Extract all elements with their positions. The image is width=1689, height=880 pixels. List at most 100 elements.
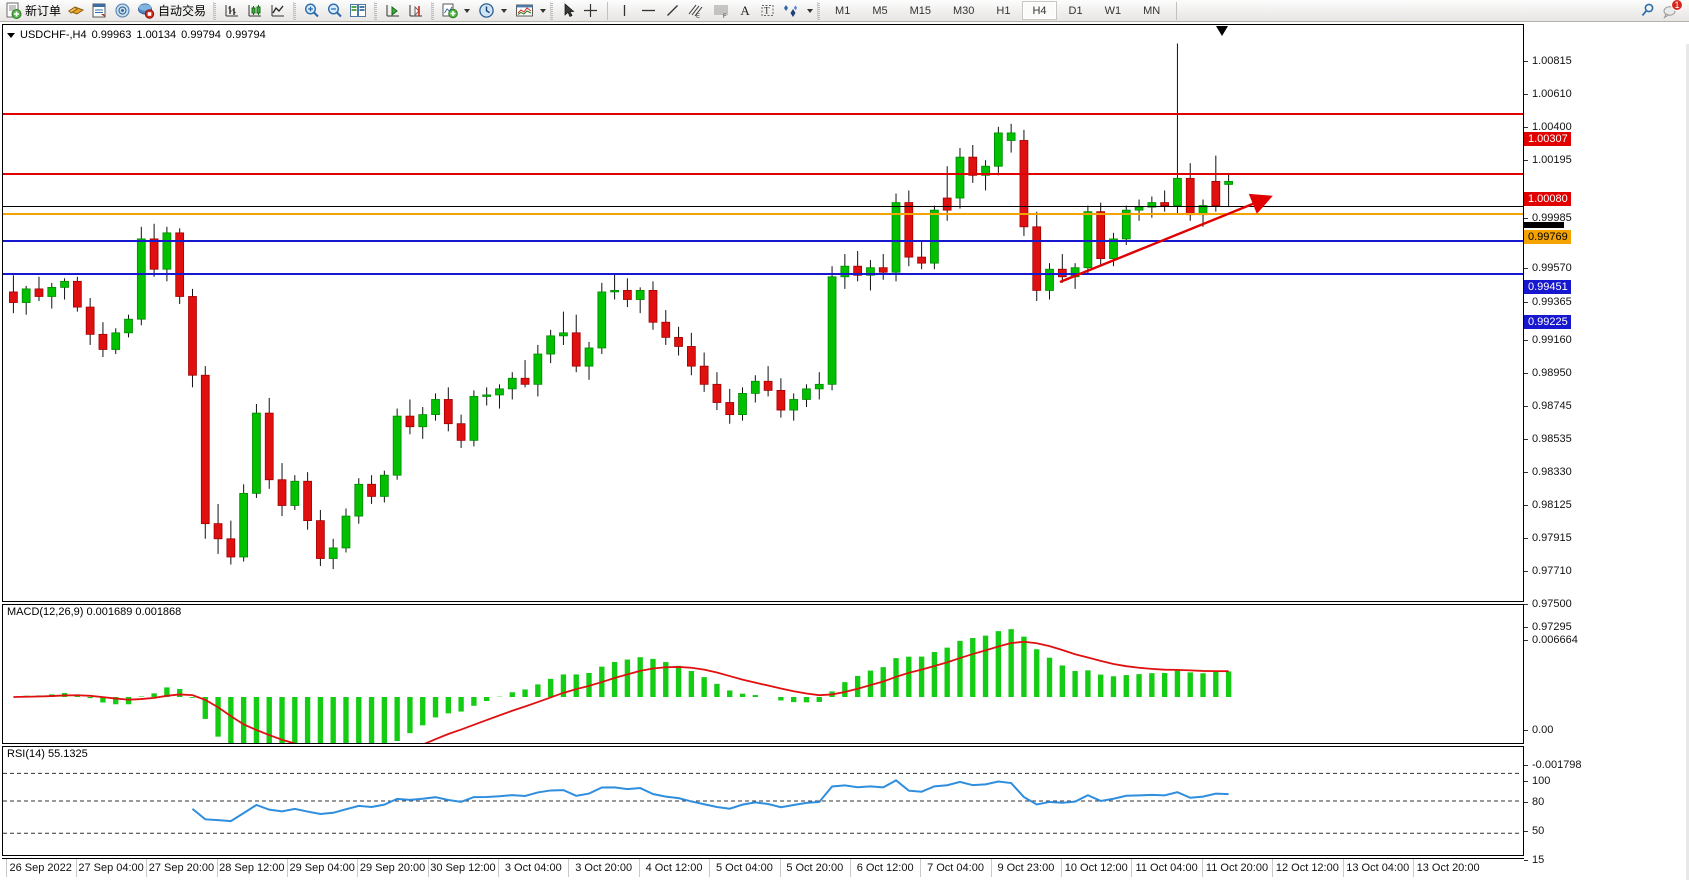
line-chart-button[interactable] [267,1,288,21]
toolbar-divider-2 [1176,1,1178,20]
indicators-button[interactable] [439,1,460,21]
time-axis-label: 11 Oct 04:00 [1135,862,1198,874]
rsi-panel[interactable]: RSI(14) 55.1325 [2,746,1524,856]
new-order-label: 新订单 [25,4,62,18]
bullish-arrow-annotation[interactable] [3,25,1523,601]
vertical-line-button[interactable] [614,1,635,21]
level-line-resistance-1[interactable] [3,113,1523,115]
crosshair-icon [584,4,598,17]
text-label-button[interactable]: T [757,1,778,21]
text-button[interactable]: A [735,1,755,21]
price-tick: 0.99985 [1524,212,1572,224]
rsi-tick: 50 [1524,825,1544,837]
price-tick: 0.99570 [1524,262,1572,274]
templates-button[interactable] [513,1,536,21]
new-order-icon [6,2,22,19]
timeframe-h1[interactable]: H1 [996,4,1011,17]
navigator-button[interactable] [112,1,133,21]
timeframe-mn[interactable]: MN [1143,4,1161,17]
fibonacci-button[interactable]: F [710,1,733,21]
zoom-in-button[interactable] [301,1,322,21]
new-order-button[interactable]: 新订单 [3,1,63,21]
rsi-tick: 100 [1524,775,1550,787]
time-axis-label: 27 Sep 20:00 [148,862,215,874]
chart-end-button[interactable] [405,1,426,21]
bar-chart-button[interactable] [221,1,242,21]
candlestick-icon [248,5,262,17]
level-line-resistance-2[interactable] [3,173,1523,175]
level-tag-support-1[interactable]: 0.99451 [1524,280,1571,294]
channel-icon: E [688,4,703,19]
level-tag-resistance-2[interactable]: 1.00080 [1524,192,1571,206]
time-axis-label: 28 Sep 12:00 [219,862,285,874]
timeframe-h4[interactable]: H4 [1022,1,1057,20]
time-axis-divider [709,859,711,877]
templates-icon [516,4,534,17]
timeframe-m1[interactable]: M1 [835,4,851,17]
time-axis-divider [1342,859,1344,877]
level-tag-pivot[interactable]: 0.99769 [1524,230,1571,244]
level-line-pivot[interactable] [3,213,1523,215]
toolbar-right-group: 1 [1636,0,1689,21]
search-button[interactable] [1637,1,1658,21]
vertical-scrollbar[interactable] [1686,44,1689,880]
horizontal-line-button[interactable] [637,1,660,21]
chart-shift-button[interactable] [347,1,369,21]
level-line-support-1[interactable] [3,240,1523,242]
timeframe-m15[interactable]: M15 [909,4,931,17]
periods-dropdown-caret[interactable] [501,8,508,13]
time-axis-divider [75,859,77,877]
price-tick: 1.00195 [1524,154,1572,166]
indicators-dropdown-caret[interactable] [464,8,471,13]
timeframe-w1[interactable]: W1 [1104,4,1122,17]
symbol-low: 0.99794 [181,29,221,41]
timeframe-d1[interactable]: D1 [1068,4,1083,17]
time-axis-label: 13 Oct 20:00 [1416,862,1480,874]
price-panel[interactable]: USDCHF-,H4 0.99963 1.00134 0.99794 0.997… [2,24,1524,602]
toolbar-separator [213,1,217,20]
price-tick: 0.99160 [1524,334,1572,346]
chart-shift-icon [350,4,367,17]
candlestick-chart-button[interactable] [244,1,265,21]
crosshair-button[interactable] [580,1,601,21]
time-axis-label: 4 Oct 12:00 [645,862,703,874]
macd-panel[interactable]: MACD(12,26,9) 0.001689 0.001868 [2,604,1524,744]
time-axis[interactable]: 26 Sep 2022 27 Sep 04:00 27 Sep 20:00 28 Se… [2,858,1524,878]
expert-advisors-button[interactable] [65,1,87,21]
toolbar-separator-4 [431,1,435,20]
level-tag-support-2[interactable]: 0.99225 [1524,315,1571,329]
equidistant-channel-button[interactable]: E [685,1,708,21]
notifications-button[interactable]: 1 [1660,0,1683,21]
shapes-dropdown-caret[interactable] [807,8,814,13]
current-price-marker [1524,222,1564,228]
time-axis-label: 5 Oct 04:00 [715,862,773,874]
auto-scroll-icon [386,5,400,17]
auto-scroll-button[interactable] [382,1,403,21]
time-axis-label: 9 Oct 23:00 [997,862,1055,874]
time-axis-label: 13 Oct 04:00 [1346,862,1410,874]
price-scale[interactable]: 1.00815 1.00610 1.00400 1.00307 1.00195 … [1524,46,1686,866]
price-tick: 1.00400 [1524,121,1572,133]
time-axis-divider [498,859,500,877]
templates-dropdown-caret[interactable] [540,8,547,13]
autotrading-button[interactable]: 自动交易 [135,1,208,21]
level-tag-resistance-1[interactable]: 1.00307 [1524,132,1571,146]
toolbar-separator-2 [293,1,297,20]
cursor-button[interactable] [558,1,578,21]
candlestick-series [9,43,1233,570]
price-tick: 0.98125 [1524,499,1572,511]
time-axis-label: 3 Oct 20:00 [575,862,633,874]
macd-label: MACD(12,26,9) 0.001689 0.001868 [7,606,182,618]
level-line-support-2[interactable] [3,273,1523,275]
data-window-button[interactable] [89,1,110,21]
chevron-down-icon[interactable] [7,32,15,38]
timeframe-m30[interactable]: M30 [953,4,975,17]
periods-button[interactable] [476,1,497,21]
timeframe-m5[interactable]: M5 [872,4,888,17]
trendline-button[interactable] [662,1,683,21]
shapes-button[interactable] [780,1,803,21]
time-axis-label: 30 Sep 12:00 [430,862,496,874]
price-tick: 0.97710 [1524,565,1572,577]
toolbar-divider [607,1,609,20]
zoom-out-button[interactable] [324,1,345,21]
